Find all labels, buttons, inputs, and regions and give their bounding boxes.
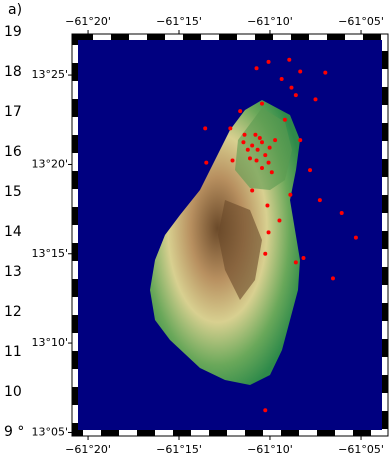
epicenter — [256, 148, 260, 152]
epicenter — [288, 193, 292, 197]
epicenter — [277, 219, 281, 223]
x-tick-label: −61°10' — [247, 15, 293, 28]
epicenter — [204, 161, 208, 165]
epicenter — [273, 138, 277, 142]
epicenter — [231, 158, 235, 162]
epicenter — [260, 102, 264, 106]
epicenter — [268, 146, 272, 150]
epicenter — [253, 133, 257, 137]
epicenter — [228, 126, 232, 130]
epicenter — [267, 60, 271, 64]
epicenter — [241, 140, 245, 144]
epicenter — [323, 71, 327, 75]
y-tick-label: 13°25' — [31, 68, 68, 81]
epicenter — [283, 118, 287, 122]
line-number: 10 — [4, 384, 22, 400]
x-tick-label: −61°05' — [338, 443, 384, 456]
epicenter — [238, 109, 242, 113]
epicenter — [294, 260, 298, 264]
epicenter — [255, 158, 259, 162]
epicenter — [267, 230, 271, 234]
epicenter — [318, 198, 322, 202]
map-figure: a) 19 18 17 16 15 14 13 12 11 10 9 ° −61°20' −61°20'… — [0, 0, 391, 458]
epicenter — [260, 166, 264, 170]
line-number: 9 ° — [4, 424, 24, 440]
y-tick-label: 13°10' — [31, 336, 68, 349]
y-tick-label: 13°15' — [31, 247, 68, 260]
epicenter — [287, 58, 291, 62]
epicenter — [308, 168, 312, 172]
y-tick-label: 13°05' — [31, 425, 68, 438]
x-tick-label: −61°10' — [247, 443, 293, 456]
x-tick-label: −61°20' — [65, 15, 111, 28]
line-number: 11 — [4, 344, 22, 360]
line-number: 12 — [4, 304, 22, 320]
epicenter — [258, 136, 262, 140]
epicenter — [289, 86, 293, 90]
line-number: 14 — [4, 224, 22, 240]
epicenter — [263, 408, 267, 412]
epicenter — [243, 133, 247, 137]
epicenter — [263, 153, 267, 157]
epicenter — [331, 276, 335, 280]
line-number: 17 — [4, 104, 22, 120]
epicenter — [298, 70, 302, 74]
epicenter — [267, 161, 271, 165]
line-number: 18 — [4, 64, 22, 80]
line-number: 16 — [4, 144, 22, 160]
epicenter — [294, 93, 298, 97]
epicenter — [250, 189, 254, 193]
y-tick-label: 13°20' — [31, 157, 68, 170]
epicenter — [298, 138, 302, 142]
line-number: 15 — [4, 184, 22, 200]
x-tick-label: −61°05' — [338, 15, 384, 28]
epicenter — [270, 170, 274, 174]
panel-label: a) — [8, 2, 22, 18]
epicenter — [248, 156, 252, 160]
epicenter — [260, 140, 264, 144]
epicenter — [246, 148, 250, 152]
epicenter — [354, 236, 358, 240]
epicenter — [265, 204, 269, 208]
x-tick-label: −61°20' — [65, 443, 111, 456]
line-number: 13 — [4, 264, 22, 280]
epicenter — [340, 211, 344, 215]
epicenter — [203, 126, 207, 130]
x-tick-label: −61°15' — [156, 443, 202, 456]
x-tick-label: −61°15' — [156, 15, 202, 28]
epicenter — [301, 256, 305, 260]
epicenter — [263, 252, 267, 256]
epicenter — [313, 97, 317, 101]
epicenter — [280, 77, 284, 81]
line-number: 19 — [4, 24, 22, 40]
epicenter — [250, 143, 254, 147]
epicenter — [255, 66, 259, 70]
